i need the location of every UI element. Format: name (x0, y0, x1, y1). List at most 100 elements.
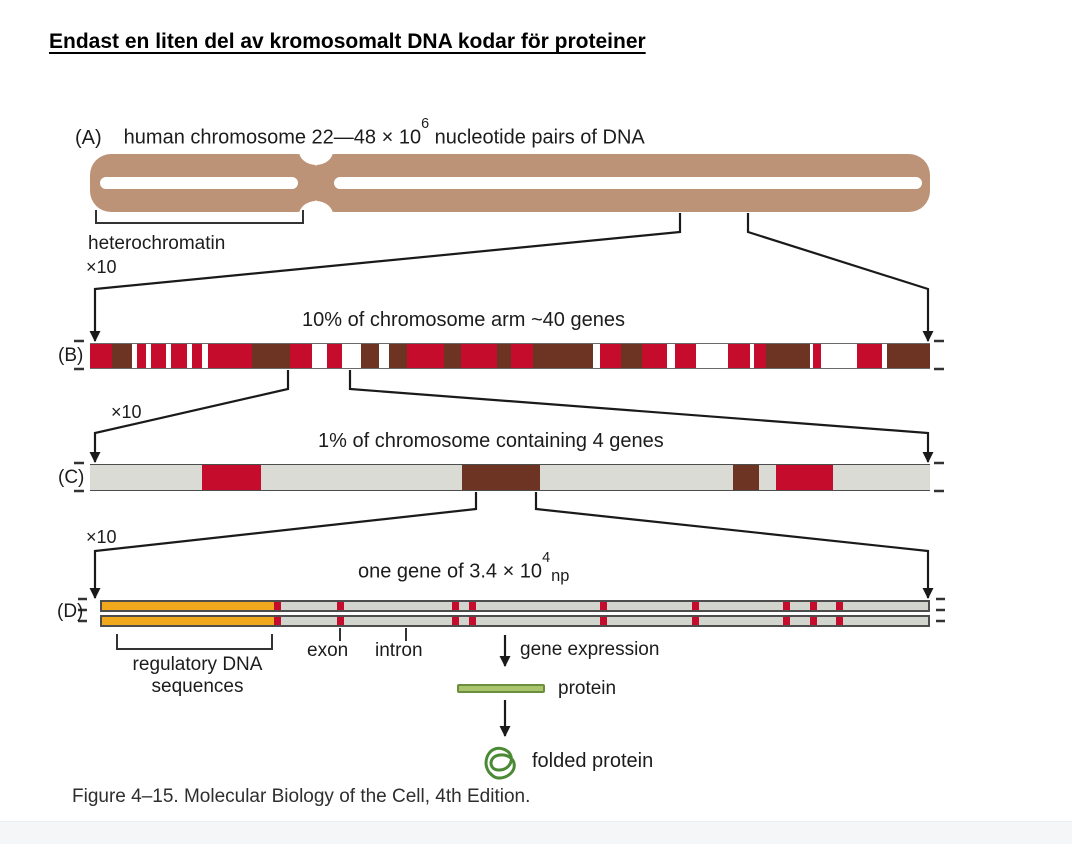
gene-expression-label: gene expression (520, 639, 660, 660)
band-segment-red (857, 344, 882, 368)
exon-label: exon (307, 640, 349, 661)
band-segment-red (461, 344, 498, 368)
band-segment-gray (759, 465, 777, 490)
band-segment-white (378, 344, 389, 368)
band-segment-white (186, 344, 192, 368)
band-d-caption: one gene of 3.4 × 104np (358, 550, 570, 585)
band-c-caption: 1% of chromosome containing 4 genes (318, 430, 664, 452)
band-c-chromosome-region-bar (90, 464, 930, 491)
band-segment-maroon (252, 344, 290, 368)
panel-a-caption-tail: nucleotide pairs of DNA (429, 126, 645, 149)
panel-a-label: (A) (75, 126, 102, 149)
slide-bottom-strip (0, 821, 1072, 844)
band-segment-maroon (361, 344, 379, 368)
band-segment-maroon (388, 344, 407, 368)
panel-b-label: (B) (58, 345, 84, 366)
exon-stripe (783, 617, 791, 625)
heterochromatin-label: heterochromatin (88, 233, 226, 254)
band-segment-red (151, 344, 166, 368)
exon-stripe (274, 602, 282, 610)
band-d-break-marks (78, 597, 945, 623)
panel-d-label: (D) (57, 601, 84, 622)
zoom-funnel-c-d-left (89, 492, 478, 599)
figure-caption: Figure 4–15. Molecular Biology of the Ce… (72, 786, 531, 807)
exon-stripe (836, 617, 844, 625)
panel-a-caption: (A) human chromosome 22—48 × 106 nucleoti… (75, 116, 645, 150)
band-segment-gray (540, 465, 734, 490)
centromere-notch-top (299, 137, 333, 165)
zoom-funnel-c-d-right (534, 492, 934, 599)
exon-stripe (809, 617, 817, 625)
band-segment-white (311, 344, 327, 368)
band-d-np-unit: np (551, 566, 570, 585)
chromosome-22-graphic (90, 137, 930, 229)
band-segment-white (881, 344, 887, 368)
regulatory-dna-line1: regulatory DNA (132, 654, 263, 675)
band-segment-white (165, 344, 172, 368)
zoom-funnel-a-b-right (746, 213, 934, 342)
band-segment-white (592, 344, 601, 368)
band-segment-maroon (733, 465, 760, 490)
exon-stripe (452, 602, 460, 610)
panel-c-label: (C) (58, 467, 85, 488)
band-d-caption-text: one gene of 3.4 × 10 (358, 560, 543, 583)
exon-stripe (783, 602, 791, 610)
band-d-gene-bar (100, 600, 930, 630)
band-segment-red (326, 344, 342, 368)
exon-stripe (337, 617, 345, 625)
band-segment-maroon (620, 344, 642, 368)
exon-intron-leader-lines (339, 628, 407, 641)
zoom-x10-label-3: ×10 (86, 527, 117, 547)
exon-stripe (599, 602, 607, 610)
band-segment-red (812, 344, 822, 368)
band-segment-red (406, 344, 445, 368)
band-b-chromosome-arm-bar (90, 343, 930, 369)
band-segment-gray (260, 465, 463, 490)
band-segment-red (201, 465, 261, 490)
exon-stripe (452, 617, 460, 625)
band-b-break-marks (74, 339, 944, 371)
dna-strand-bottom (100, 615, 930, 627)
band-segment-red (675, 344, 697, 368)
band-c-break-marks (74, 461, 944, 493)
band-b-caption: 10% of chromosome arm ~40 genes (302, 309, 625, 331)
protein-label: protein (558, 678, 617, 699)
band-segment-white (696, 344, 729, 368)
chromatid-gap-left (100, 177, 298, 189)
band-segment-white (202, 344, 209, 368)
exon-stripe (468, 617, 476, 625)
slide-title: Endast en liten del av kromosomalt DNA k… (49, 30, 646, 53)
band-segment-red (600, 344, 621, 368)
band-segment-red (171, 344, 187, 368)
panel-a-caption-text: human chromosome 22—48 × 10 (123, 126, 422, 149)
band-segment-white (666, 344, 676, 368)
panel-a-exponent: 6 (421, 116, 430, 133)
exon-stripe (599, 617, 607, 625)
band-segment-white (341, 344, 362, 368)
band-segment-red (776, 465, 833, 490)
band-segment-gray (832, 465, 930, 490)
exon-stripe (274, 617, 282, 625)
band-segment-red (728, 344, 750, 368)
band-segment-red (191, 344, 203, 368)
regulatory-dna-label: regulatory DNA sequences (105, 654, 290, 699)
band-segment-gray (90, 465, 202, 490)
dna-strand-top (100, 600, 930, 612)
exon-stripe (809, 602, 817, 610)
band-segment-red (208, 344, 253, 368)
band-segment-white (809, 344, 813, 368)
band-segment-red (641, 344, 667, 368)
zoom-funnel-b-c-right (348, 370, 934, 463)
folded-protein-label: folded protein (532, 750, 654, 772)
band-segment-red (511, 344, 534, 368)
exon-stripe (468, 602, 476, 610)
exon-stripe (337, 602, 345, 610)
exon-stripe (691, 602, 699, 610)
band-segment-maroon (462, 465, 541, 490)
zoom-x10-label-1: ×10 (86, 257, 117, 277)
band-segment-maroon (533, 344, 593, 368)
band-segment-red (137, 344, 147, 368)
band-segment-maroon (497, 344, 512, 368)
